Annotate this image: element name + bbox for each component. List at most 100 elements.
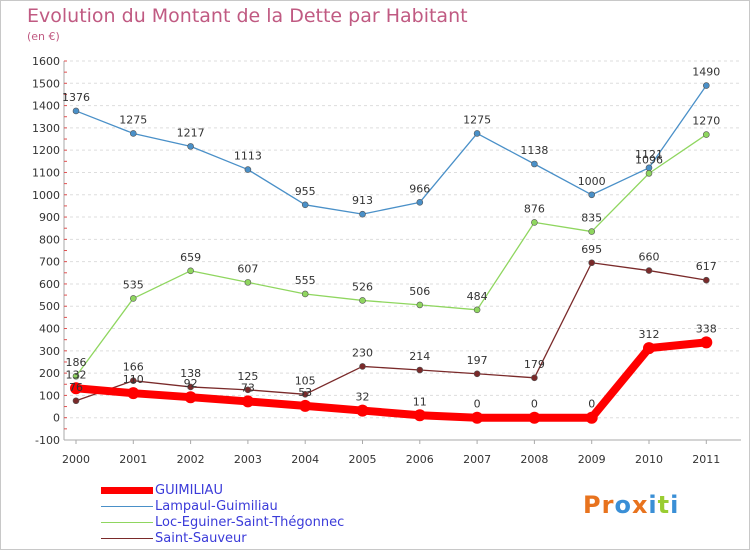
legend-label: Saint-Sauveur: [155, 530, 247, 546]
loc-eguiner-saint-th-gonnec-point: [588, 228, 596, 235]
saint-sauveur-value-label: 76: [69, 381, 83, 394]
saint-sauveur-value-label: 214: [409, 350, 430, 363]
lampaul-guimiliau-value-label: 1275: [119, 113, 147, 126]
loc-eguiner-saint-th-gonnec-point: [416, 301, 424, 309]
loc-eguiner-saint-th-gonnec-value-label: 555: [295, 274, 316, 287]
loc-eguiner-saint-th-gonnec-value-label: 1096: [635, 153, 663, 166]
legend-swatch: [101, 486, 153, 494]
lampaul-guimiliau-value-label: 1217: [177, 126, 205, 139]
saint-sauveur-point: [416, 366, 424, 374]
lampaul-guimiliau-point: [416, 199, 424, 206]
guimiliau-value-label: 53: [298, 386, 312, 399]
guimiliau-value-label: 132: [66, 368, 87, 381]
saint-sauveur-line: [75, 262, 707, 402]
x-tick-label: 2009: [578, 453, 606, 466]
lampaul-guimiliau-value-label: 1138: [520, 144, 548, 157]
y-tick-label: 1100: [32, 166, 60, 179]
saint-sauveur-value-label: 230: [352, 346, 373, 359]
y-tick-label: 400: [39, 323, 60, 336]
saint-sauveur-value-label: 197: [467, 354, 488, 367]
lampaul-guimiliau-point: [531, 160, 538, 168]
saint-sauveur-point: [187, 383, 194, 391]
y-tick-label: 100: [39, 389, 60, 402]
loc-eguiner-saint-th-gonnec-point: [244, 279, 252, 286]
lampaul-guimiliau-value-label: 1000: [578, 175, 606, 188]
lampaul-guimiliau-value-label: 1376: [62, 91, 90, 104]
saint-sauveur-point: [702, 276, 710, 284]
saint-sauveur-point: [130, 377, 137, 384]
saint-sauveur-point: [588, 259, 596, 267]
saint-sauveur-point: [531, 374, 538, 382]
logo-letter: i: [648, 491, 658, 519]
loc-eguiner-saint-th-gonnec-value-label: 607: [237, 262, 258, 275]
lampaul-guimiliau-point: [702, 82, 710, 89]
loc-eguiner-saint-th-gonnec-value-label: 1270: [692, 115, 720, 128]
loc-eguiner-saint-th-gonnec-point: [130, 295, 137, 302]
legend-label: Loc-Eguiner-Saint-Thégonnec: [155, 514, 345, 530]
guimiliau-value-label: 110: [123, 373, 144, 386]
loc-eguiner-saint-th-gonnec-value-label: 876: [524, 202, 545, 215]
legend-item: Saint-Sauveur: [101, 530, 344, 546]
lampaul-guimiliau-point: [72, 107, 80, 115]
guimiliau-point: [356, 404, 369, 417]
lampaul-guimiliau-value-label: 1490: [692, 66, 720, 79]
lampaul-guimiliau-value-label: 1113: [234, 150, 262, 163]
x-tick-label: 2002: [177, 453, 205, 466]
chart-title: Evolution du Montant de la Dette par Hab…: [27, 5, 468, 27]
loc-eguiner-saint-th-gonnec-point: [72, 372, 80, 380]
y-tick-label: 1600: [32, 55, 60, 68]
y-tick-label: 1000: [32, 189, 60, 202]
x-tick-label: 2011: [692, 453, 720, 466]
loc-eguiner-saint-th-gonnec-value-label: 484: [467, 290, 488, 303]
guimiliau-point: [413, 409, 426, 422]
guimiliau-point: [643, 342, 655, 355]
guimiliau-value-label: 73: [241, 381, 255, 394]
saint-sauveur-point: [301, 390, 309, 398]
x-tick-label: 2005: [349, 453, 377, 466]
guimiliau-point: [585, 411, 598, 424]
guimiliau-value-label: 11: [413, 395, 427, 408]
loc-eguiner-saint-th-gonnec-point: [473, 306, 481, 314]
x-tick-label: 2000: [62, 453, 90, 466]
saint-sauveur-value-label: 179: [524, 358, 545, 371]
lampaul-guimiliau-point: [359, 210, 366, 218]
lampaul-guimiliau-point: [130, 130, 137, 137]
loc-eguiner-saint-th-gonnec-point: [359, 297, 366, 304]
loc-eguiner-saint-th-gonnec-point: [531, 219, 538, 226]
y-tick-label: 1500: [32, 77, 60, 90]
y-tick-label: 1200: [32, 144, 60, 157]
guimiliau-value-label: 92: [184, 377, 198, 390]
guimiliau-point: [184, 391, 197, 404]
loc-eguiner-saint-th-gonnec-value-label: 506: [409, 285, 430, 298]
lampaul-guimiliau-value-label: 1121: [635, 148, 663, 161]
x-tick-label: 2008: [520, 453, 548, 466]
lampaul-guimiliau-point: [473, 130, 481, 137]
logo-letter: r: [601, 491, 615, 519]
y-tick-label: -100: [35, 434, 60, 447]
guimiliau-value-label: 0: [531, 398, 538, 411]
lampaul-guimiliau-value-label: 1275: [463, 113, 491, 126]
y-tick-label: 600: [39, 278, 60, 291]
x-tick-label: 2010: [635, 453, 663, 466]
y-tick-label: 800: [39, 233, 60, 246]
loc-eguiner-saint-th-gonnec-value-label: 535: [123, 278, 144, 291]
lampaul-guimiliau-point: [588, 191, 596, 199]
logo-letter: P: [583, 491, 602, 519]
x-tick-label: 2004: [291, 453, 319, 466]
guimiliau-point: [127, 387, 140, 400]
guimiliau-point: [299, 399, 312, 412]
saint-sauveur-value-label: 105: [295, 374, 316, 387]
saint-sauveur-value-label: 695: [581, 243, 602, 256]
logo-letter: x: [631, 491, 649, 519]
y-tick-label: 1300: [32, 122, 60, 135]
x-tick-label: 2006: [406, 453, 434, 466]
saint-sauveur-value-label: 138: [180, 367, 201, 380]
guimiliau-line: [75, 338, 707, 422]
logo-letter: i: [670, 491, 680, 519]
y-tick-label: 200: [39, 367, 60, 380]
guimiliau-point: [241, 395, 254, 408]
saint-sauveur-point: [645, 267, 653, 274]
logo-letter: o: [614, 491, 632, 519]
lampaul-guimiliau-point: [244, 166, 252, 173]
legend-item: Loc-Eguiner-Saint-Thégonnec: [101, 514, 344, 530]
